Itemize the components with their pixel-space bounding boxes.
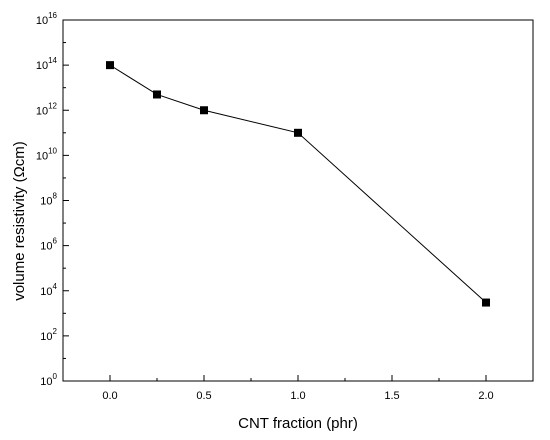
data-point <box>200 106 208 115</box>
y-tick-label: 1012 <box>36 101 58 117</box>
x-tick-label: 2.0 <box>478 390 493 402</box>
x-tick-label: 0.5 <box>196 390 211 402</box>
plot-frame <box>62 19 534 382</box>
x-tick-label: 1.0 <box>290 390 305 402</box>
y-tick-label: 1016 <box>36 11 58 27</box>
data-point <box>482 298 490 307</box>
y-tick-label: 106 <box>40 237 57 253</box>
y-tick-label: 108 <box>40 192 57 208</box>
y-tick-label: 104 <box>40 282 57 298</box>
y-tick-label: 1014 <box>36 56 58 72</box>
x-axis-ticks: 0.0 0.5 1.0 1.5 2.0 <box>62 375 534 402</box>
data-point <box>153 90 161 99</box>
x-axis-title: CNT fraction (phr) <box>238 415 358 432</box>
y-tick-label: 102 <box>40 327 57 343</box>
series-line <box>109 64 487 303</box>
y-tick-label: 1010 <box>36 146 58 162</box>
y-axis-title: volume resistivity (Ωcm) <box>11 141 28 301</box>
series-group <box>106 61 490 307</box>
x-tick-label: 1.5 <box>384 390 399 402</box>
plot-border <box>62 19 534 382</box>
y-axis-ticks: 100 102 104 106 108 1010 1012 1014 1016 <box>36 11 69 388</box>
data-point <box>294 128 302 137</box>
x-tick-label: 0.0 <box>102 390 117 402</box>
y-tick-label: 100 <box>40 372 57 388</box>
data-point <box>106 61 114 70</box>
